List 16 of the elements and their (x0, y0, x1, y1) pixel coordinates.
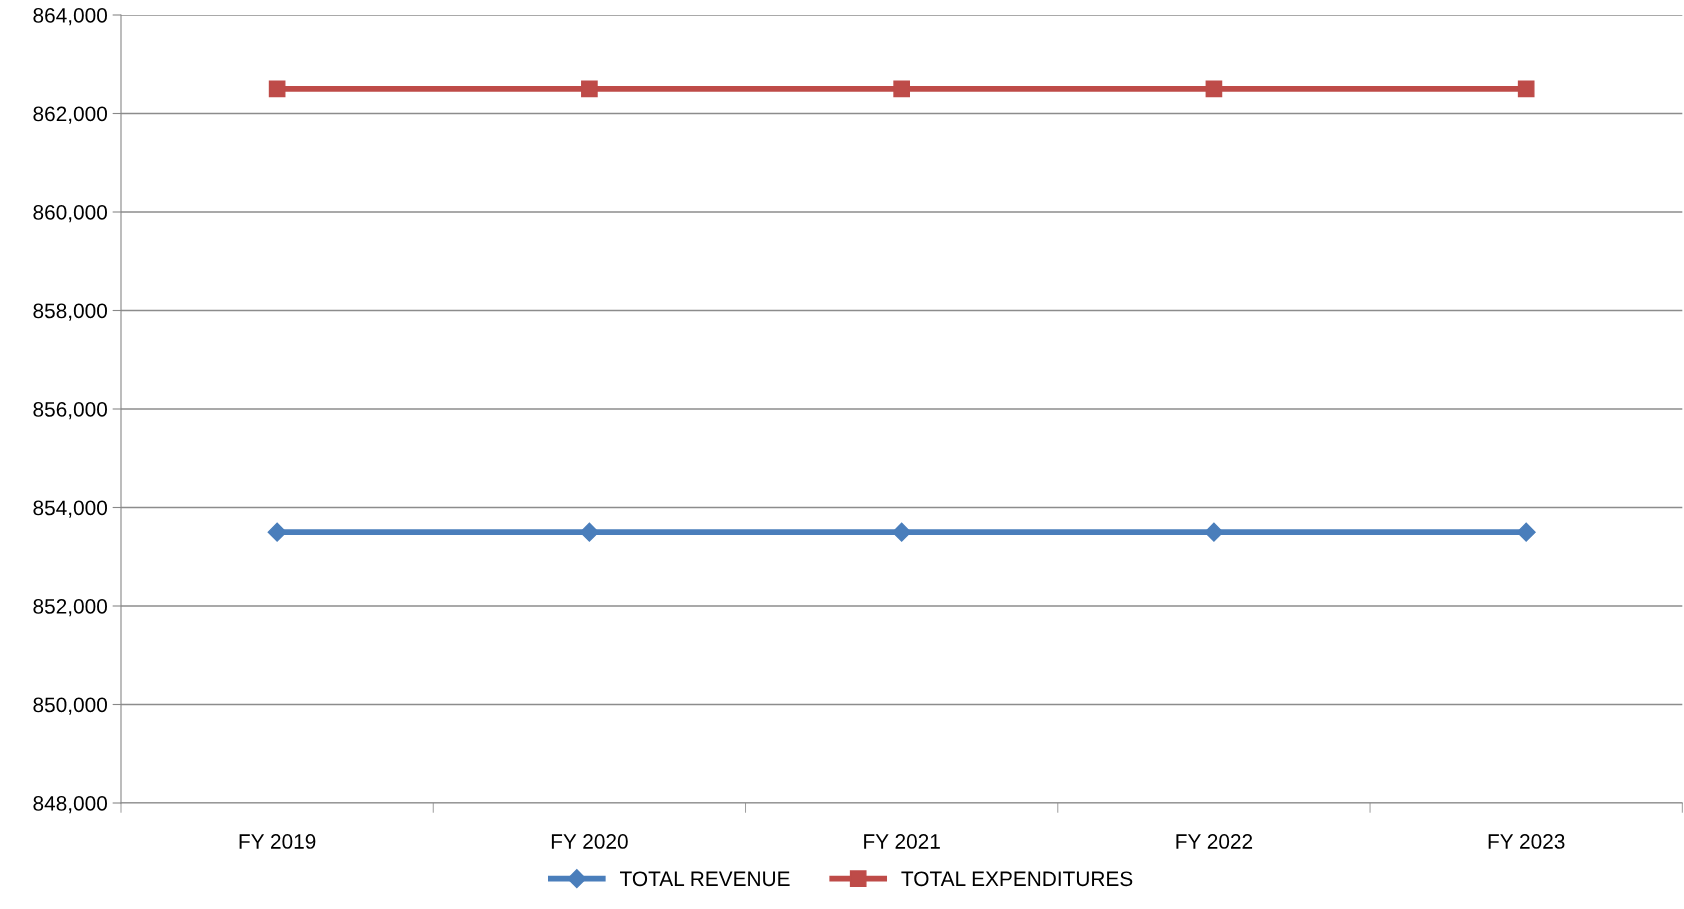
y-tick-label: 852,000 (33, 599, 107, 617)
x-tick-label: FY 2022 (1176, 834, 1253, 849)
y-tick-label: 850,000 (33, 697, 107, 715)
y-tick-label: 864,000 (33, 8, 107, 26)
x-tick-label: FY 2023 (1488, 834, 1565, 849)
x-tick-label: FY 2020 (551, 834, 628, 849)
y-tick-label: 854,000 (33, 500, 107, 518)
y-tick-label: 858,000 (33, 303, 107, 321)
x-tick-label: FY 2021 (864, 834, 940, 849)
y-tick-label: 856,000 (33, 402, 107, 420)
legend-label: TOTAL EXPENDITURES (901, 871, 1133, 887)
y-tick-label: 862,000 (33, 106, 107, 124)
legend-label: TOTAL REVENUE (620, 871, 790, 887)
y-tick-label: 848,000 (33, 796, 107, 814)
y-tick-label: 860,000 (33, 205, 107, 223)
x-tick-label: FY 2019 (239, 834, 316, 849)
